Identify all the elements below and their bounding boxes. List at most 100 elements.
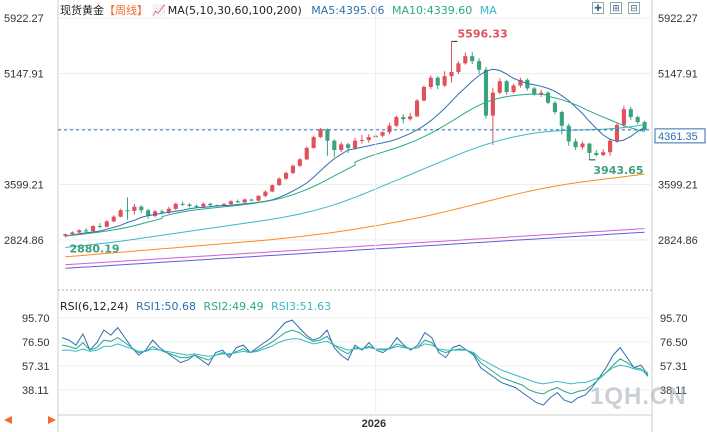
candle-body <box>208 203 213 206</box>
candle-body <box>311 137 316 148</box>
candle-body <box>601 152 606 156</box>
crosshair-icon[interactable]: ✚ <box>592 2 604 14</box>
period-selector[interactable]: 【周线】 <box>104 4 148 17</box>
candle-body <box>180 203 185 205</box>
candle-body <box>283 172 289 179</box>
candle-body <box>194 205 199 207</box>
candle-body <box>63 234 68 237</box>
candle-body <box>132 206 137 211</box>
scroll-left-icon <box>4 416 12 424</box>
rsi-tick-label-left: 95.70 <box>22 313 50 325</box>
candle-body <box>166 208 171 213</box>
rsi-header-bar: RSI(6,12,24) RSI1:50.68 RSI2:49.49 RSI3:… <box>60 300 331 313</box>
price-tick-label-right: 2824.86 <box>658 235 698 247</box>
ma-extra-label: MA <box>479 4 497 17</box>
candle-body <box>435 77 440 86</box>
candle-body <box>290 165 296 173</box>
candle-body <box>201 203 206 207</box>
candle-body <box>525 79 530 89</box>
candle-body <box>532 88 537 95</box>
candle-body <box>587 143 592 153</box>
ma-line-ma200 <box>65 231 645 269</box>
ma-line-ma60 <box>65 173 645 258</box>
candle-body <box>470 56 475 62</box>
rsi3-value: RSI3:51.63 <box>271 300 332 313</box>
ma-line-ma5 <box>65 68 645 237</box>
rsi-tick-label-right: 38.11 <box>660 385 687 397</box>
candle-body <box>628 109 633 118</box>
candle-body <box>608 140 613 153</box>
candle-body <box>442 76 447 86</box>
rsi-tick-label-left: 38.11 <box>22 385 49 397</box>
candle-body <box>70 232 75 235</box>
candle-body <box>511 85 516 92</box>
zoom-in-icon[interactable]: ⊞ <box>610 2 622 14</box>
price-tick-label-right: 3599.21 <box>658 180 698 192</box>
candle-body <box>90 226 96 232</box>
rsi-tick-label-right: 76.50 <box>660 337 688 349</box>
ma-line-ma30 <box>65 124 645 248</box>
candle-body <box>566 125 571 142</box>
candle-body <box>483 69 489 116</box>
candle-body <box>401 117 406 120</box>
rsi2-value: RSI2:49.49 <box>203 300 264 313</box>
candle-body <box>552 102 557 113</box>
candle-body <box>332 140 337 151</box>
candle-body <box>346 144 351 148</box>
candle-body <box>573 141 578 148</box>
rsi-tick-label-left: 76.50 <box>22 337 50 349</box>
rsi-line-rsi1 <box>61 319 649 406</box>
candle-body <box>408 116 413 120</box>
watermark: 1QH.CN <box>590 383 687 410</box>
candle-body <box>139 206 144 211</box>
price-tick-label-left: 3599.21 <box>4 180 44 192</box>
candle-body <box>380 132 385 136</box>
candle-body <box>463 56 468 64</box>
low-annotation: 3943.65 <box>593 164 643 177</box>
candle-body <box>421 86 427 101</box>
candle-body <box>518 79 523 86</box>
candle-body <box>642 122 647 130</box>
candle-body <box>111 216 116 222</box>
candle-body <box>594 152 599 156</box>
candle-body <box>490 92 495 116</box>
candle-body <box>187 204 192 206</box>
ma-line-ma10 <box>65 93 645 237</box>
candle-body <box>153 211 158 216</box>
candle-body <box>318 129 323 138</box>
candle-body <box>449 71 454 77</box>
candle-body <box>146 210 151 216</box>
candle-body <box>414 100 420 117</box>
rsi-label: RSI(6,12,24) <box>60 300 129 313</box>
candle-body <box>580 143 585 148</box>
candle-body <box>270 185 275 192</box>
candle-body <box>614 124 620 141</box>
ma-indicator-icon[interactable]: 📈 <box>152 4 166 17</box>
candle-body <box>394 117 399 126</box>
candle-body <box>77 230 82 233</box>
candle-body <box>235 201 240 203</box>
candle-body <box>621 109 626 125</box>
price-tick-label-left: 5147.91 <box>4 69 44 81</box>
candle-body <box>228 201 233 205</box>
last-price-label: 4361.35 <box>658 131 698 143</box>
start-low-annotation: 2880.19 <box>69 242 119 255</box>
zoom-out-icon[interactable]: ⊟ <box>628 2 640 14</box>
rsi-line-rsi2 <box>61 329 649 395</box>
candle-body <box>118 210 123 217</box>
candle-body <box>477 61 482 70</box>
last-price-box <box>654 128 706 144</box>
header-bar: 现货黄金【周线】 📈 MA(5,10,30,60,100,200) MA5:4395… <box>60 2 497 17</box>
candle-body <box>221 204 227 206</box>
candle-body <box>456 63 461 72</box>
high-annotation: 5596.33 <box>458 27 508 40</box>
rsi-line-rsi3 <box>62 338 649 385</box>
price-tick-label-right: 5147.91 <box>658 69 698 81</box>
candle-body <box>173 203 178 209</box>
candle-body <box>635 117 640 123</box>
rsi-tick-label-left: 57.31 <box>22 361 50 373</box>
rsi1-value: RSI1:50.68 <box>135 300 197 313</box>
ma-label: MA(5,10,30,60,100,200) <box>167 4 302 17</box>
candle-body <box>339 144 344 151</box>
